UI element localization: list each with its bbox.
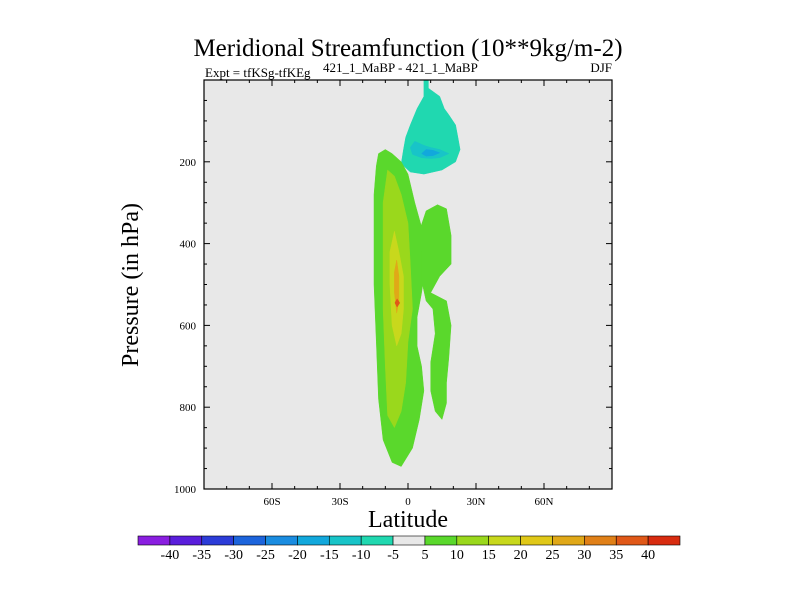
y-tick-label: 800 (180, 402, 197, 414)
x-tick-label: 60S (263, 496, 280, 508)
y-axis-label: Pressure (in hPa) (118, 203, 144, 367)
colorbar-label: 5 (421, 548, 428, 563)
y-tick-label: 200 (180, 157, 197, 169)
colorbar-label: 30 (577, 548, 591, 563)
colorbar-label: 20 (514, 548, 528, 563)
contour-red-dot (394, 298, 401, 308)
y-tick-label: 600 (180, 320, 197, 332)
x-tick-label: 30N (467, 496, 486, 508)
colorbar-swatch (265, 535, 298, 546)
x-tick-label: 0 (405, 496, 411, 508)
colorbar-label: 10 (450, 548, 464, 563)
contour-green-northern-cell (419, 204, 452, 421)
colorbar-swatch (392, 535, 426, 546)
chart-title: Meridional Streamfunction (10**9kg/m-2) (193, 35, 622, 62)
colorbar-swatch (328, 535, 362, 546)
colorbar-label: 15 (482, 548, 496, 563)
colorbar-swatch (552, 535, 585, 546)
colorbar-label: -15 (320, 548, 339, 563)
colorbar-swatch (424, 535, 458, 546)
x-axis-label: Latitude (368, 507, 448, 533)
y-tick-label: 400 (180, 239, 197, 251)
colorbar-swatch (520, 535, 553, 546)
colorbar-label: -30 (224, 548, 243, 563)
colorbar-swatch (488, 535, 521, 546)
colorbar-swatch (456, 535, 490, 546)
axis-ticks: 200 400 600 800 1000 60S 30S 0 30N 60N (174, 79, 613, 508)
colorbar-label: -35 (192, 548, 211, 563)
colorbar-label: -10 (352, 548, 371, 563)
colorbar-swatch (297, 535, 330, 546)
chart-subtitle-center: 421_1_MaBP - 421_1_MaBP (323, 60, 478, 75)
colorbar-label: 35 (609, 548, 623, 563)
chart-subtitle-left: Expt = tfKSg-tfKEg (205, 65, 311, 80)
x-tick-label: 60N (535, 496, 554, 508)
colorbar-swatch (233, 535, 266, 546)
contour-layer (373, 79, 461, 467)
colorbar: -40 -35 -30 -25 -20 -15 -10 -5 5 10 15 20 25 30 35 40 (137, 535, 681, 563)
colorbar-label: 40 (641, 548, 655, 563)
x-tick-label: 30S (331, 496, 348, 508)
colorbar-swatch (360, 535, 394, 546)
colorbar-label: -5 (387, 548, 399, 563)
colorbar-swatch (584, 535, 617, 546)
colorbar-label: 25 (545, 548, 559, 563)
colorbar-label: -40 (161, 548, 180, 563)
colorbar-swatch (647, 535, 681, 546)
contour-deep-blue-core (421, 149, 441, 157)
colorbar-swatch (137, 535, 171, 546)
colorbar-swatch (169, 535, 203, 546)
colorbar-swatch (201, 535, 234, 546)
chart-subtitle-right: DJF (590, 60, 612, 75)
colorbar-label: -20 (288, 548, 307, 563)
colorbar-swatch (615, 535, 649, 546)
y-tick-label: 1000 (174, 484, 197, 496)
colorbar-label: -25 (256, 548, 275, 563)
